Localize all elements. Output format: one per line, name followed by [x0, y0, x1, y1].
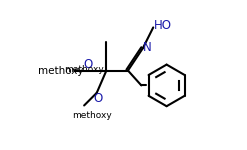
Text: HO: HO: [154, 20, 172, 32]
Text: methoxy: methoxy: [38, 66, 84, 76]
Text: O: O: [94, 92, 103, 105]
Text: methoxy: methoxy: [72, 111, 112, 120]
Text: O: O: [83, 58, 92, 71]
Text: N: N: [143, 41, 152, 54]
Text: methoxy: methoxy: [64, 64, 104, 74]
